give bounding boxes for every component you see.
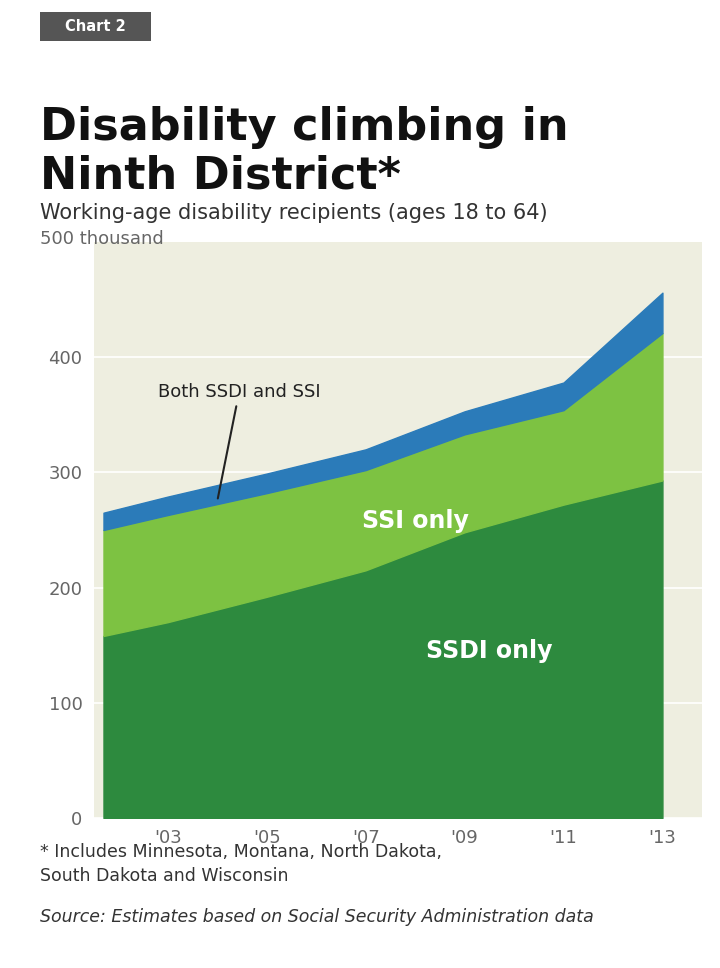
Text: * Includes Minnesota, Montana, North Dakota,: * Includes Minnesota, Montana, North Dak… <box>40 843 441 861</box>
Text: Disability climbing in: Disability climbing in <box>40 106 568 149</box>
Text: Chart 2: Chart 2 <box>65 18 126 34</box>
Text: 500 thousand: 500 thousand <box>40 230 163 249</box>
Text: SSI only: SSI only <box>361 509 469 532</box>
Text: Source: Estimates based on Social Security Administration data: Source: Estimates based on Social Securi… <box>40 908 593 925</box>
Text: South Dakota and Wisconsin: South Dakota and Wisconsin <box>40 867 288 885</box>
Text: Ninth District*: Ninth District* <box>40 155 400 197</box>
Text: Both SSDI and SSI: Both SSDI and SSI <box>158 382 320 499</box>
Text: SSDI only: SSDI only <box>426 639 552 663</box>
Text: Working-age disability recipients (ages 18 to 64): Working-age disability recipients (ages … <box>40 203 547 224</box>
